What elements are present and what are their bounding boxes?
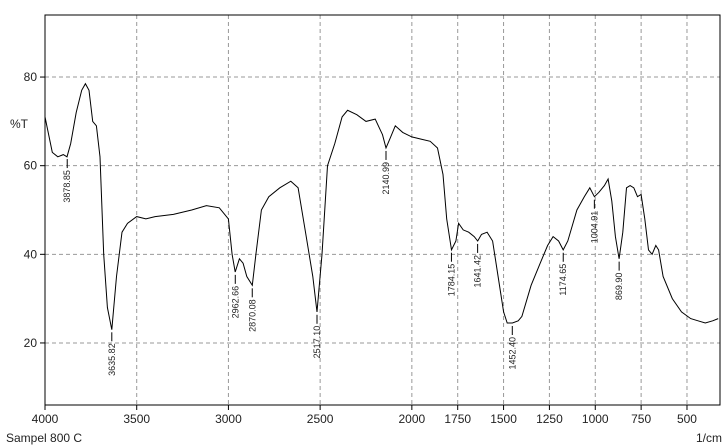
x-tick-label: 3500 — [123, 412, 150, 426]
x-tick-label: 2500 — [307, 412, 334, 426]
x-tick-label: 1250 — [536, 412, 563, 426]
caption: Sampel 800 C — [6, 431, 82, 445]
x-tick-label: 1500 — [490, 412, 517, 426]
peak-label: 1452.40 — [507, 337, 517, 370]
y-axis-label: %T — [10, 117, 29, 131]
peak-label: 1174.65 — [558, 264, 568, 296]
peak-label: 3878.85 — [62, 170, 72, 203]
peak-label: 2962.66 — [230, 286, 240, 319]
peak-label: 2870.08 — [247, 299, 257, 332]
peak-label: 3635.82 — [107, 343, 117, 376]
peak-label: 1004.91 — [589, 211, 599, 244]
y-tick-label: 40 — [24, 247, 38, 261]
peak-label: 1641.42 — [473, 255, 483, 288]
x-tick-label: 500 — [677, 412, 697, 426]
x-tick-label: 3000 — [215, 412, 242, 426]
peak-label: 869.90 — [614, 273, 624, 301]
y-tick-label: 60 — [24, 159, 38, 173]
x-tick-label: 1750 — [444, 412, 471, 426]
peak-label: 1784.15 — [446, 264, 456, 297]
y-tick-label: 20 — [24, 336, 38, 350]
x-tick-label: 2000 — [398, 412, 425, 426]
x-tick-label: 750 — [631, 412, 651, 426]
x-tick-label: 4000 — [32, 412, 59, 426]
plot-frame — [44, 14, 721, 406]
peak-label: 2140.99 — [381, 162, 391, 195]
x-axis-label: 1/cm — [696, 431, 722, 445]
x-tick-label: 1000 — [582, 412, 609, 426]
y-tick-label: 80 — [24, 70, 38, 84]
peak-label: 2517.10 — [312, 326, 322, 359]
spectrum-line — [44, 82, 719, 330]
